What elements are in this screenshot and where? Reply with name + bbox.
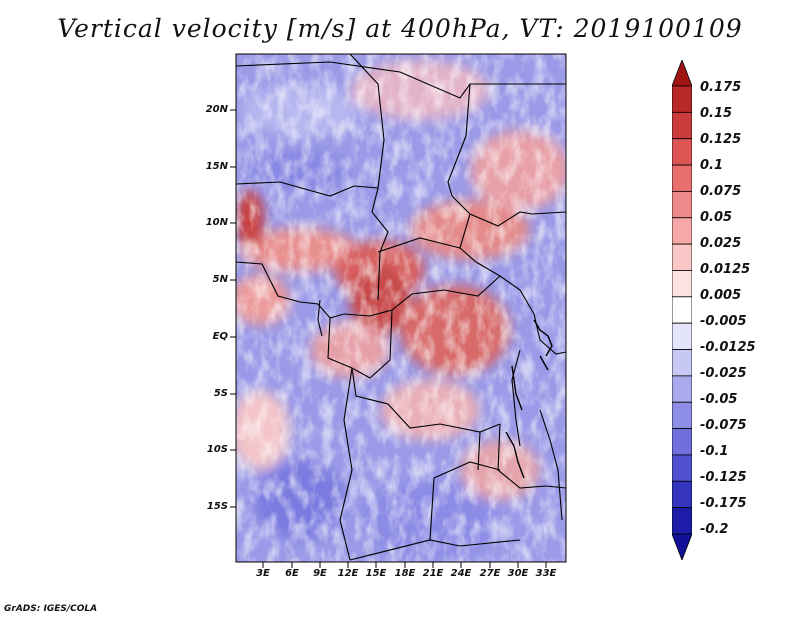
colorbar-segment [672,243,692,271]
lon-ticks [262,562,547,568]
colorbar-segment [672,480,692,509]
lon-label-9e: 9E [313,568,327,579]
grads-credit: GrADS: IGES/COLA [4,604,98,614]
lat-label-5s: 5S [213,388,228,399]
lat-label-10n: 10N [205,217,228,228]
lon-label-6e: 6E [285,568,299,579]
colorbar-segment [672,138,692,166]
lat-label-5n: 5N [212,274,228,285]
map-title: Vertical velocity [m/s] at 400hPa, VT: 2… [57,14,743,43]
velocity-field [236,54,566,562]
map-frame [235,53,567,563]
lon-label-3e: 3E [256,568,270,579]
colorbar-segment [672,507,692,535]
colorbar-segment [672,349,692,377]
colorbar-label: -0.175 [700,496,747,511]
colorbar-segment [672,428,692,456]
colorbar-segment [672,85,692,113]
colorbar-segment [672,375,692,403]
lat-label-10s: 10S [206,444,228,455]
colorbar-segment [672,322,692,350]
colorbar-segment [672,296,692,324]
colorbar-label: -0.125 [700,470,747,485]
colorbar-segment [672,454,692,482]
lat-ticks [230,109,236,508]
country-borders [236,54,566,561]
colorbar-label: 0.15 [700,106,733,121]
lon-label-12e: 12E [337,568,359,579]
colorbar [672,60,692,560]
colorbar-label: -0.005 [700,314,747,329]
colorbar-label: 0.075 [700,184,742,199]
colorbar-label: -0.1 [700,444,729,459]
colorbar-label: -0.05 [700,392,738,407]
colorbar-segment [672,401,692,429]
colorbar-label: -0.0125 [700,340,756,355]
colorbar-label: 0.175 [700,80,742,95]
lon-label-21e: 21E [422,568,444,579]
lat-label-15s: 15S [206,501,228,512]
colorbar-label: 0.05 [700,210,733,225]
lakes [505,319,553,479]
lon-label-33e: 33E [535,568,557,579]
lat-label-15n: 15N [205,161,228,172]
lat-label-eq: EQ [212,331,228,342]
lon-label-27e: 27E [479,568,501,579]
colorbar-label: 0.1 [700,158,724,173]
colorbar-label: 0.005 [700,288,742,303]
colorbar-label: -0.025 [700,366,747,381]
lon-label-30e: 30E [507,568,529,579]
colorbar-bottom-triangle [672,533,692,560]
lon-label-15e: 15E [365,568,387,579]
colorbar-label: -0.075 [700,418,747,433]
lon-label-18e: 18E [394,568,416,579]
colorbar-segment [672,164,692,192]
colorbar-label: 0.125 [700,132,742,147]
colorbar-segment [672,191,692,219]
colorbar-segment [672,111,692,140]
colorbar-label: -0.2 [700,522,729,537]
lat-label-20n: 20N [205,104,228,115]
colorbar-segment [672,217,692,245]
colorbar-label: 0.0125 [700,262,751,277]
colorbar-label: 0.025 [700,236,742,251]
lon-label-24e: 24E [450,568,472,579]
colorbar-segment [672,270,692,298]
colorbar-top-triangle [672,60,692,87]
